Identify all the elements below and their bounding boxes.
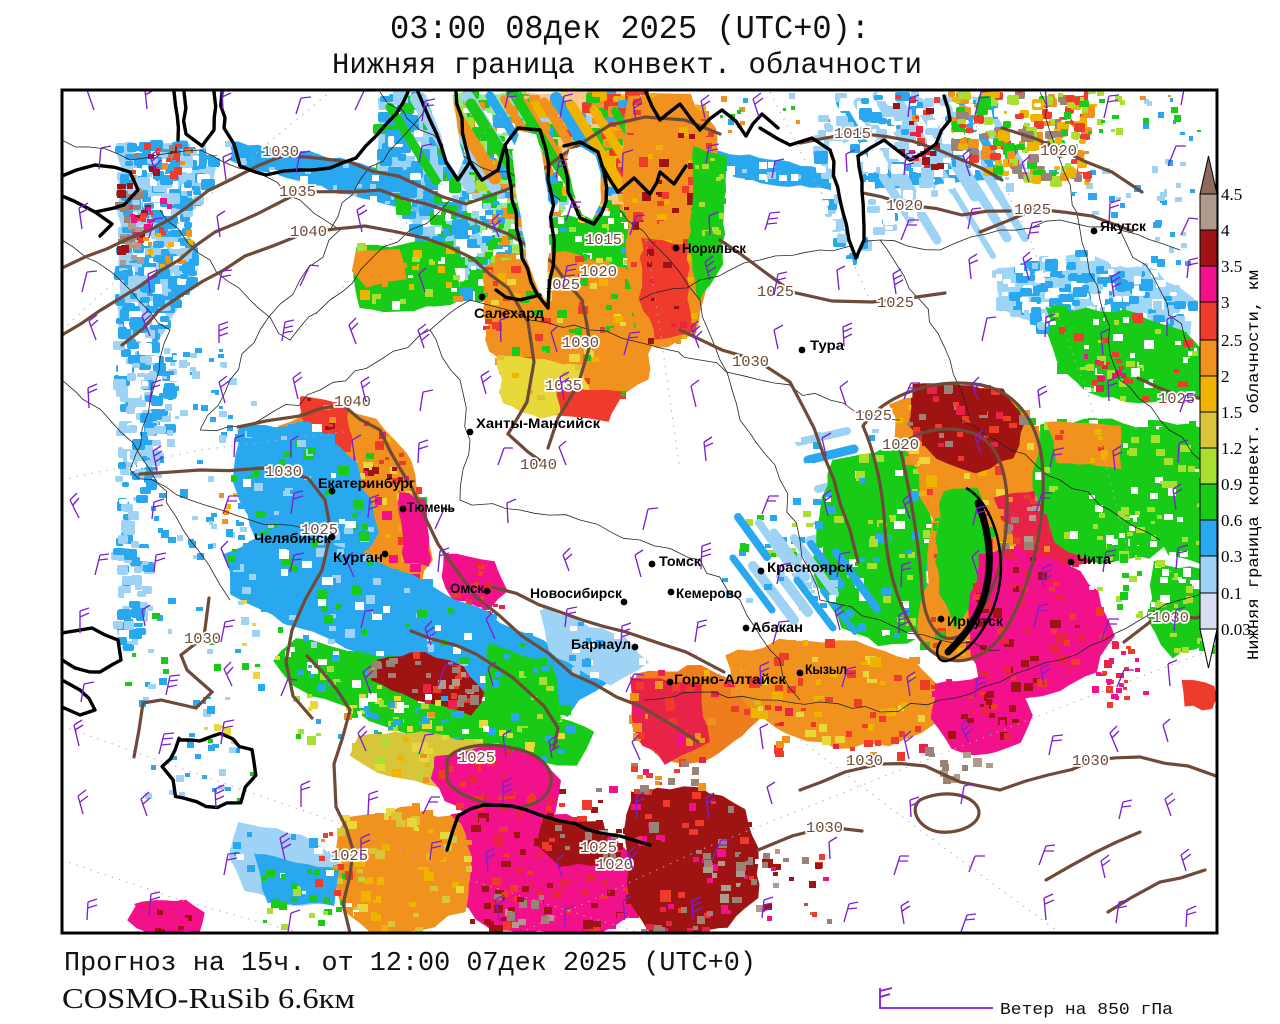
- svg-text:Нижняя граница конвект. облачн: Нижняя граница конвект. облачности: [332, 49, 922, 83]
- svg-text:03:00 08дек 2025 (UTC+0):: 03:00 08дек 2025 (UTC+0):: [390, 11, 870, 48]
